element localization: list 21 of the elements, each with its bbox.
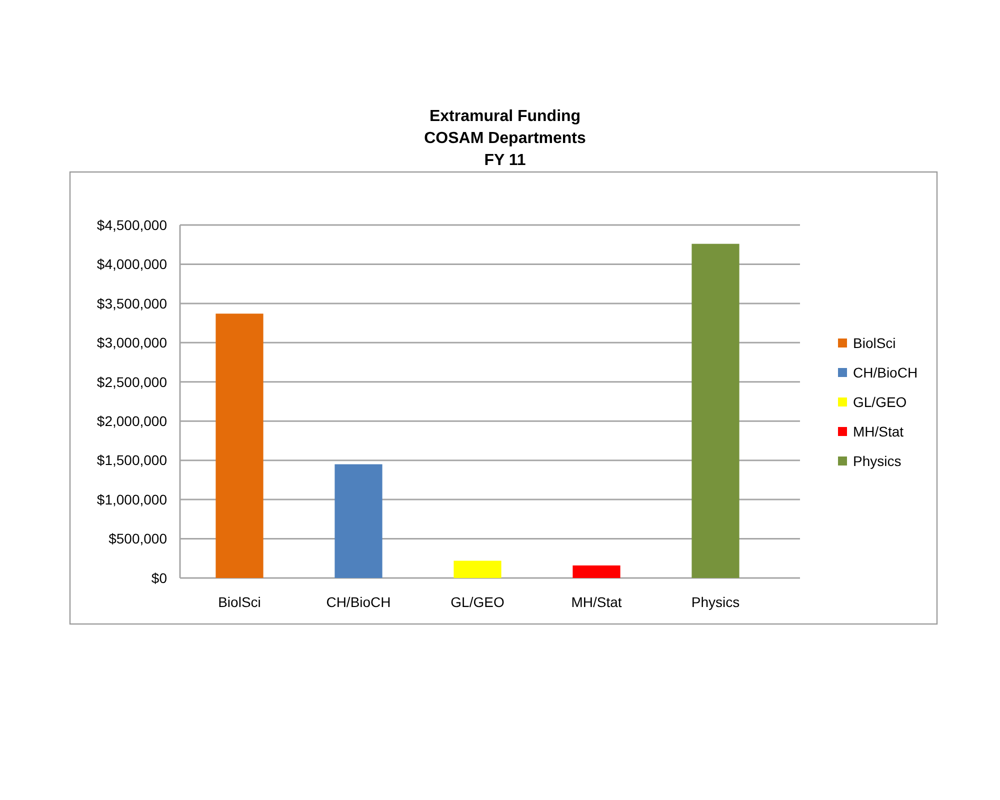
x-tick-label: Physics [691, 594, 740, 610]
y-tick-label: $1,500,000 [96, 452, 168, 468]
y-tick-label: $4,500,000 [96, 216, 168, 233]
y-tick-label: $3,000,000 [96, 334, 168, 351]
y-tick-label: $2,500,000 [96, 374, 168, 390]
x-tick-label: MH/Stat [571, 594, 622, 610]
x-tick-label: BiolSci [218, 594, 261, 610]
y-tick-label: $500,000 [108, 530, 168, 547]
y-tick-label: $4,000,000 [96, 256, 168, 272]
y-tick-label: $0 [151, 570, 168, 586]
y-tick-label: $2,000,000 [96, 413, 168, 430]
legend-label: GL/GEO [853, 394, 907, 410]
legend-label: MH/Stat [853, 423, 904, 440]
y-tick-label: $3,500,000 [96, 295, 168, 312]
legend-label: Physics [853, 452, 902, 469]
chart-title: Extramural Funding COSAM Departments FY 11 [424, 108, 586, 169]
legend-label: BiolSci [853, 334, 896, 351]
y-tick-label: $1,000,000 [96, 491, 168, 508]
x-tick-label: CH/BioCH [326, 594, 391, 610]
x-tick-label: GL/GEO [450, 594, 504, 610]
legend-label: CH/BioCH [853, 364, 918, 380]
